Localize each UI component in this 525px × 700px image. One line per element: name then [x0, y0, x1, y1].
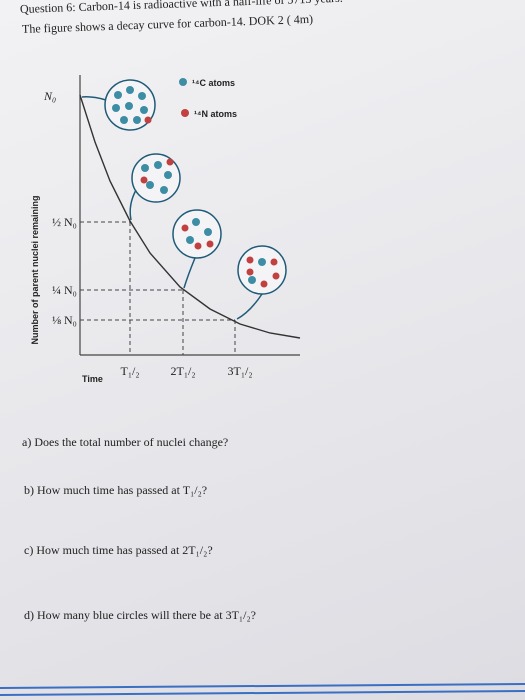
x-axis-label: Time [82, 374, 103, 384]
legend-swatch [179, 78, 187, 86]
question-b: b) How much time has passed at T₁/₂? [24, 483, 208, 497]
page-edge [0, 683, 525, 689]
y-level-label: ¼ N₀ [52, 283, 77, 297]
arrows [81, 96, 263, 320]
question-d: d) How many blue circles will there be a… [24, 608, 256, 622]
legend-label: ¹⁴C atoms [192, 78, 235, 88]
decay-curve [79, 94, 301, 339]
y-level-label: ⅛ N₀ [52, 313, 77, 327]
x-tick-label: T₁/₂ [120, 364, 139, 378]
y-level-label: ½ N₀ [52, 215, 77, 229]
x-tick-label: 3T₁/₂ [227, 364, 252, 378]
legend-label: ¹⁴N atoms [194, 109, 237, 119]
y-axis-label: Number of parent nuclei remaining [30, 195, 40, 344]
question-c: c) How much time has passed at 2T₁/₂? [24, 543, 213, 557]
y-level-label: N₀ [43, 89, 56, 103]
x-tick-label: 2T₁/₂ [170, 364, 195, 378]
guides [80, 221, 236, 355]
page-edge [0, 690, 525, 696]
question-a: a) Does the total number of nuclei chang… [22, 435, 229, 449]
legend-swatch [181, 109, 189, 117]
atoms [112, 86, 280, 288]
